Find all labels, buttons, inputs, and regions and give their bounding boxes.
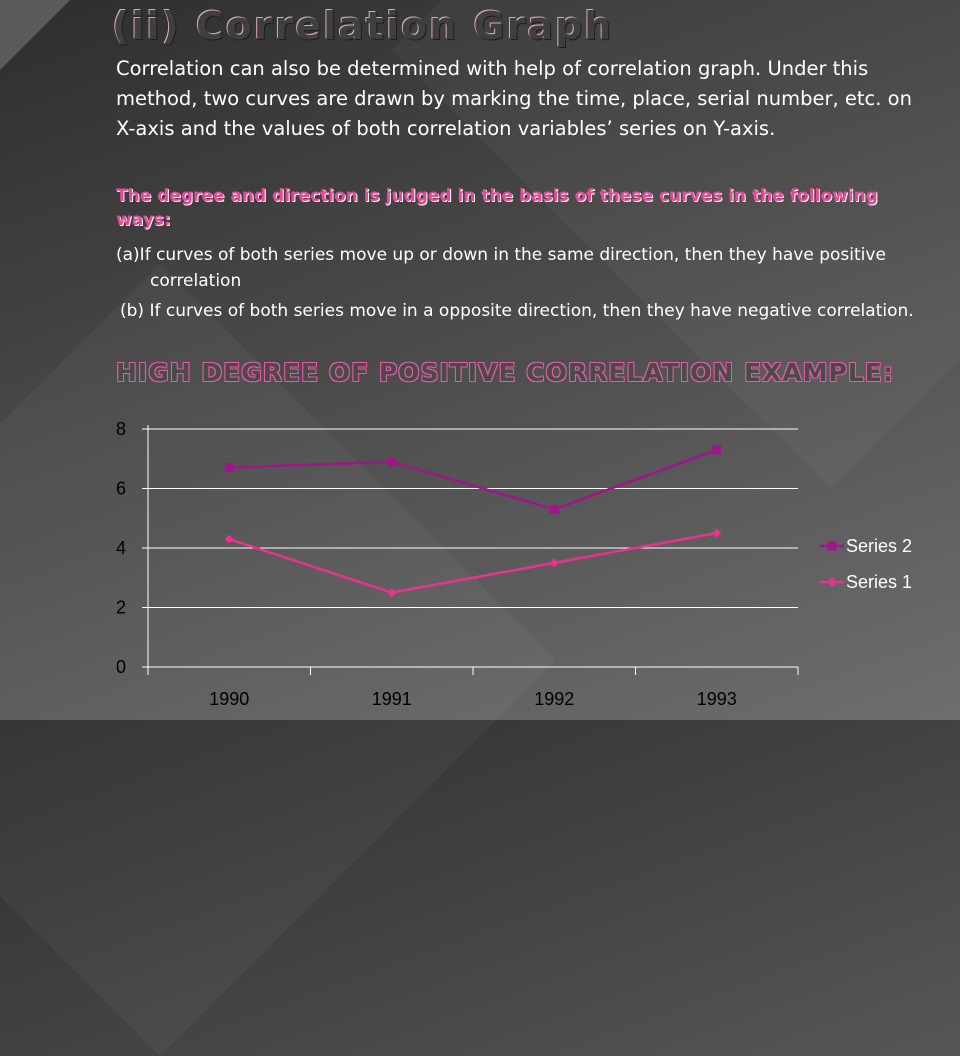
legend-marker <box>827 577 837 587</box>
line-chart: 0 2 4 6 8 1990 1991 1992 1993 Series 2 Series 1 <box>115 419 912 709</box>
legend-label: Series 1 <box>846 572 912 592</box>
data-point <box>224 463 234 473</box>
series-line <box>229 448 718 511</box>
y-tick-label: 0 <box>116 657 126 677</box>
data-point <box>712 528 722 538</box>
point-a: (a)If curves of both series move up or d… <box>116 245 886 291</box>
x-tick-label: 1993 <box>697 689 737 709</box>
legend-marker <box>827 541 837 551</box>
data-point <box>549 558 559 568</box>
data-point <box>387 457 397 467</box>
slide-title: (ii) Correlation Graph <box>112 4 614 48</box>
x-tick-label: 1990 <box>209 689 249 709</box>
corner-decoration <box>0 0 70 70</box>
x-tick-label: 1992 <box>534 689 574 709</box>
data-point <box>387 588 397 598</box>
y-tick-label: 6 <box>116 479 126 499</box>
y-tick-label: 4 <box>116 538 126 558</box>
x-tick-label: 1991 <box>372 689 412 709</box>
legend-label: Series 2 <box>846 536 912 556</box>
y-tick-label: 2 <box>116 598 126 618</box>
y-tick-label: 8 <box>116 419 126 439</box>
point-b: (b) If curves of both series move in a o… <box>120 301 914 321</box>
data-point <box>224 534 234 544</box>
example-heading: HIGH DEGREE OF POSITIVE CORRELATION EXAM… <box>116 358 894 387</box>
series-line <box>228 531 717 594</box>
data-point <box>712 445 722 455</box>
highlight-heading: The degree and direction is judged in th… <box>116 186 878 230</box>
data-point <box>549 504 559 514</box>
intro-paragraph: Correlation can also be determined with … <box>116 57 912 140</box>
